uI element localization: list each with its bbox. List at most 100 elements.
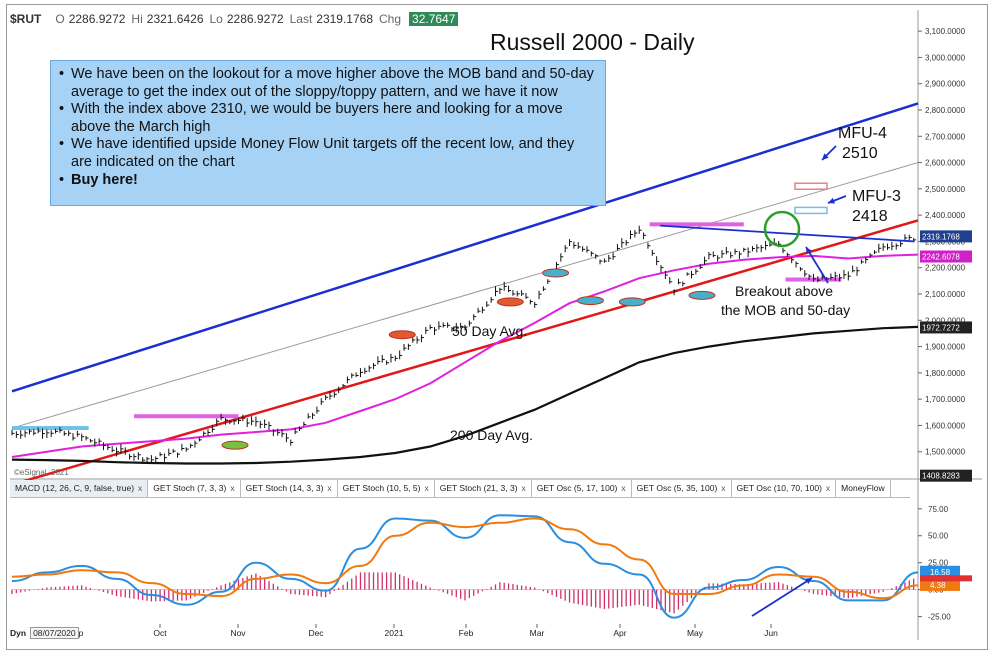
note-text: We have been on the lookout for a move h… xyxy=(71,66,594,100)
close-icon[interactable]: x xyxy=(621,483,626,493)
y-tick-label: 3,100.0000 xyxy=(925,27,966,36)
breakout-arrow-head xyxy=(806,247,812,254)
start-date-field[interactable]: 08/07/2020 xyxy=(30,627,79,639)
macd-y-tick-label: 25.00 xyxy=(928,559,949,568)
lower-channel-line xyxy=(11,219,919,486)
macd-y-tick-label: 50.00 xyxy=(928,532,949,541)
swing-marker xyxy=(576,296,604,306)
close-icon[interactable]: x xyxy=(521,483,526,493)
macd-value-tag xyxy=(920,565,960,578)
indicator-tab[interactable]: GET Osc (5, 35, 100) x xyxy=(632,480,732,497)
x-tick-label: May xyxy=(687,628,704,638)
note-text: We have identified upside Money Flow Uni… xyxy=(71,136,575,170)
y-tick-label: 1,800.0000 xyxy=(925,369,966,378)
ma50-label: 50 Day Avg. xyxy=(452,323,528,339)
indicator-tab[interactable]: GET Stoch (10, 5, 5) x xyxy=(338,480,435,497)
y-tick-label: 2,800.0000 xyxy=(925,106,966,115)
indicator-tab-label: GET Stoch (10, 5, 5) xyxy=(342,483,421,493)
credit: ©eSignal, 2021 xyxy=(14,468,69,477)
macd-y-tick-label: -25.00 xyxy=(928,613,951,622)
x-tick-label: Apr xyxy=(613,628,626,638)
last-price-tag-text: 2319.1768 xyxy=(922,232,960,241)
y-tick-label: 2,700.0000 xyxy=(925,132,966,141)
indicator-tab-label: GET Osc (5, 17, 100) xyxy=(536,483,618,493)
breakout-circle xyxy=(763,210,801,248)
ma50-price-tag-text: 2242.6078 xyxy=(922,253,960,262)
mfu4-value: 2510 xyxy=(842,145,878,162)
note-item: • We have identified upside Money Flow Un… xyxy=(59,136,597,171)
x-tick-label: Oct xyxy=(153,628,167,638)
indicator-tab-label: MoneyFlow xyxy=(841,483,885,493)
breakout-label-line2: the MOB and 50-day xyxy=(721,302,851,318)
y-tick-label: 2,600.0000 xyxy=(925,159,966,168)
close-icon[interactable]: x xyxy=(230,483,235,493)
indicator-tab[interactable]: GET Osc (5, 17, 100) x xyxy=(532,480,632,497)
y-tick-label: 1,500.0000 xyxy=(925,448,966,457)
date-suffix: p xyxy=(78,628,84,638)
y-tick-label: 2,400.0000 xyxy=(925,211,966,220)
note-bullet: • xyxy=(59,136,65,153)
y-tick-label: 2,200.0000 xyxy=(925,264,966,273)
indicator-tabs: MACD (12, 26, C, 9, false, true) x GET Sto… xyxy=(10,480,910,498)
mfu3-target-box xyxy=(794,206,828,215)
mfu4-label: MFU-4 xyxy=(838,125,887,142)
indicator-tab[interactable]: GET Osc (10, 70, 100) x xyxy=(732,480,837,497)
macd-value-tag-text: 16.58 xyxy=(930,568,951,577)
note-item: • Buy here! xyxy=(59,172,597,190)
close-icon[interactable]: x xyxy=(825,483,831,493)
macd-line xyxy=(11,514,919,619)
dyn-label[interactable]: Dyn xyxy=(10,628,27,638)
x-tick-label: 2021 xyxy=(385,628,404,638)
high-label: Hi xyxy=(131,12,143,26)
indicator-tab-label: GET Osc (5, 35, 100) xyxy=(636,483,718,493)
note-text: With the index above 2310, we would be b… xyxy=(71,101,563,135)
lower-price-tag-text: 1408.8283 xyxy=(922,472,960,481)
footer-bar: Dyn 08/07/2020 p xyxy=(10,626,83,640)
low-value: 2286.9272 xyxy=(226,12,284,26)
mfu3-arrow-head xyxy=(828,197,835,204)
ma50-line xyxy=(11,253,919,458)
high-value: 2321.6426 xyxy=(146,12,204,26)
x-tick-label: Nov xyxy=(230,628,246,638)
x-tick-label: Dec xyxy=(308,628,324,638)
momentum-arrow xyxy=(751,577,813,617)
swing-marker xyxy=(496,297,524,307)
indicator-tab-label: MACD (12, 26, C, 9, false, true) xyxy=(15,483,135,493)
quote-bar: $RUT O 2286.9272 Hi 2321.6426 Lo 2286.9272 … xyxy=(10,10,459,28)
ma50-price-tag xyxy=(920,250,972,263)
indicator-tab[interactable]: MACD (12, 26, C, 9, false, true) x xyxy=(10,480,149,497)
y-tick-label: 1,900.0000 xyxy=(925,343,966,352)
histogram-value-tag xyxy=(920,575,972,582)
notes-box: • We have been on the lookout for a move … xyxy=(50,60,606,206)
open-value: 2286.9272 xyxy=(68,12,126,26)
close-icon[interactable]: x xyxy=(138,483,143,493)
chart-title: Russell 2000 - Daily xyxy=(490,29,695,55)
indicator-tab[interactable]: MoneyFlow xyxy=(836,480,891,497)
indicator-tab[interactable]: GET Stoch (7, 3, 3) x xyxy=(148,480,241,497)
close-icon[interactable]: x xyxy=(721,483,726,493)
chart-frame xyxy=(6,4,988,650)
indicator-tab-label: GET Osc (10, 70, 100) xyxy=(736,483,822,493)
ma200-label: 200 Day Avg. xyxy=(450,427,534,443)
y-tick-label: 2,100.0000 xyxy=(925,290,966,299)
upper-channel-line xyxy=(11,102,919,393)
ma200-price-tag-text: 1972.7272 xyxy=(922,323,960,332)
mid-channel-line xyxy=(11,162,919,429)
chg-label: Chg xyxy=(379,12,402,26)
last-price-tag xyxy=(920,230,972,243)
indicator-tab-label: GET Stoch (14, 3, 3) xyxy=(245,483,324,493)
close-icon[interactable]: x xyxy=(327,483,332,493)
swing-marker xyxy=(388,330,416,340)
note-item: • With the index above 2310, we would be … xyxy=(59,101,597,136)
note-text: Buy here! xyxy=(71,171,138,188)
last-value: 2319.1768 xyxy=(316,12,374,26)
note-bullet: • xyxy=(59,171,65,188)
macd-y-tick-label: 75.00 xyxy=(928,505,949,514)
symbol[interactable]: $RUT xyxy=(10,12,42,26)
indicator-tab[interactable]: GET Stoch (21, 3, 3) x xyxy=(435,480,532,497)
close-icon[interactable]: x xyxy=(424,483,429,493)
swing-marker xyxy=(542,268,570,278)
indicator-tab[interactable]: GET Stoch (14, 3, 3) x xyxy=(241,480,338,497)
mfu3-label: MFU-3 xyxy=(852,188,901,205)
